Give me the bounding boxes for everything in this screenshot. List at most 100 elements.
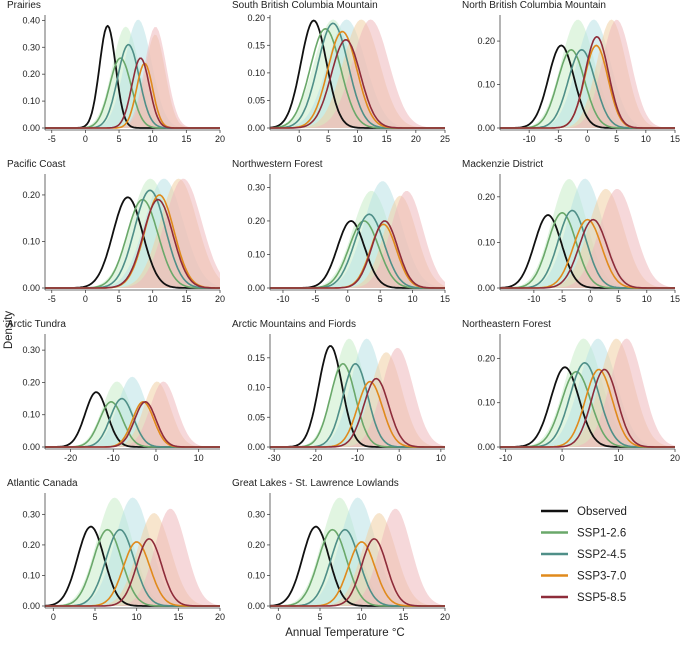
y-tick-label: 0.10	[247, 68, 265, 78]
x-tick-label: 10	[194, 453, 204, 463]
y-tick-label: 0.05	[247, 412, 265, 422]
x-tick-label: -10	[523, 134, 536, 144]
envelope-ssp585	[270, 508, 445, 606]
y-tick-label: 0.20	[22, 69, 40, 79]
x-tick-label: 10	[352, 134, 362, 144]
series-line-ssp585	[500, 218, 675, 289]
panel-title: Northeastern Forest	[462, 319, 551, 330]
series-line-ssp585	[500, 368, 675, 448]
y-tick-label: 0.00	[22, 442, 40, 452]
x-tick-label: 10	[408, 294, 418, 304]
envelope-ssp585	[500, 19, 675, 129]
y-tick-label: 0.20	[477, 353, 495, 363]
envelope-ssp585	[270, 347, 445, 447]
y-tick-label: 0.00	[22, 123, 40, 133]
x-tick-label: 0	[297, 134, 302, 144]
x-tick-label: -10	[499, 453, 512, 463]
envelope-ssp126	[270, 19, 445, 128]
series-line-ssp585	[45, 198, 220, 289]
y-tick-label: 0.10	[477, 80, 495, 90]
envelope-ssp245	[270, 338, 445, 447]
y-tick-label: 0.20	[247, 216, 265, 226]
y-tick-label: 0.30	[22, 509, 40, 519]
y-axis-label: Density	[3, 311, 15, 350]
x-tick-label: 5	[616, 294, 621, 304]
y-tick-label: 0.05	[247, 95, 265, 105]
x-tick-label: 10	[132, 612, 142, 622]
series-line-ssp585	[270, 377, 445, 448]
panel-2: South British Columbia Mountain 0.00 0.05 0…	[232, 0, 450, 144]
y-tick-label: 0.00	[477, 283, 495, 293]
y-tick-label: 0.10	[247, 383, 265, 393]
panel-title: South British Columbia Mountain	[232, 0, 378, 11]
legend-label-ssp126: SSP1-2.6	[577, 528, 626, 540]
x-tick-label: 15	[440, 294, 450, 304]
x-tick-label: 0	[397, 453, 402, 463]
x-tick-label: 20	[440, 612, 450, 622]
y-tick-label: 0.15	[247, 40, 265, 50]
x-tick-label: 5	[326, 134, 331, 144]
y-tick-label: 0.30	[22, 42, 40, 52]
legend-label-ssp370: SSP3-7.0	[577, 571, 626, 583]
x-tick-label: 5	[614, 134, 619, 144]
x-tick-label: 15	[181, 294, 191, 304]
panel-title: Northwestern Forest	[232, 159, 323, 170]
x-tick-label: 10	[641, 134, 651, 144]
y-tick-label: 0.00	[22, 601, 40, 611]
y-tick-label: 0.10	[22, 570, 40, 580]
panel-title: Arctic Mountains and Fiords	[232, 319, 356, 330]
x-tick-label: 20	[215, 294, 225, 304]
panel-11: Great Lakes - St. Lawrence Lowlands 0.00 0…	[232, 478, 450, 622]
x-tick-label: 20	[215, 612, 225, 622]
x-tick-label: 5	[317, 612, 322, 622]
x-tick-label: 10	[148, 134, 158, 144]
x-tick-label: 0	[588, 294, 593, 304]
x-tick-label: 0	[345, 294, 350, 304]
y-tick-label: 0.10	[247, 249, 265, 259]
x-tick-label: -20	[309, 453, 322, 463]
panel-title: Great Lakes - St. Lawrence Lowlands	[232, 478, 399, 489]
x-tick-label: 10	[148, 294, 158, 304]
y-tick-label: 0.15	[247, 353, 265, 363]
series-line-ssp585	[500, 36, 675, 129]
y-tick-label: 0.20	[477, 36, 495, 46]
panel-5: Northwestern Forest 0.00 0.10 0.20 0.30 -10 -5…	[232, 159, 450, 304]
x-tick-label: 5	[117, 294, 122, 304]
x-tick-label: -5	[311, 294, 319, 304]
x-tick-label: 0	[153, 453, 158, 463]
panel-9: Northeastern Forest 0.00 0.10 0.20 -10 0 10 20	[462, 319, 680, 463]
x-tick-label: 0	[585, 134, 590, 144]
panel-10: Atlantic Canada 0.00 0.10 0.20 0.30 0 5 10 15 20	[7, 478, 225, 622]
x-tick-label: -20	[64, 453, 77, 463]
y-tick-label: 0.20	[22, 190, 40, 200]
y-tick-label: 0.10	[477, 237, 495, 247]
series-line-ssp585	[45, 538, 220, 607]
x-tick-label: 15	[670, 134, 680, 144]
x-tick-label: 0	[276, 612, 281, 622]
legend-label-observed: Observed	[577, 506, 627, 518]
panel-title: Arctic Tundra	[7, 319, 66, 330]
x-tick-label: 0	[83, 134, 88, 144]
y-tick-label: 0.10	[22, 96, 40, 106]
y-tick-label: 0.00	[22, 283, 40, 293]
x-tick-label: 10	[614, 453, 624, 463]
x-axis-label: Annual Temperature °C	[285, 627, 404, 639]
x-tick-label: -30	[268, 453, 281, 463]
y-tick-label: 0.20	[247, 13, 265, 23]
x-tick-label: 10	[357, 612, 367, 622]
panel-title: Mackenzie District	[462, 159, 543, 170]
x-tick-label: 0	[83, 294, 88, 304]
y-tick-label: 0.00	[247, 601, 265, 611]
y-tick-label: 0.30	[247, 182, 265, 192]
y-tick-label: 0.00	[247, 283, 265, 293]
x-tick-label: 0	[51, 612, 56, 622]
x-tick-label: -10	[276, 294, 289, 304]
x-tick-label: 15	[398, 612, 408, 622]
panel-1: Prairies 0.00 0.10 0.20 0.30 0.40 -5 0 5 10 15 20	[7, 0, 225, 144]
x-tick-label: 20	[411, 134, 421, 144]
panel-title: Prairies	[7, 0, 41, 11]
y-tick-label: 0.30	[22, 345, 40, 355]
x-tick-label: -5	[48, 134, 56, 144]
x-tick-label: 10	[642, 294, 652, 304]
